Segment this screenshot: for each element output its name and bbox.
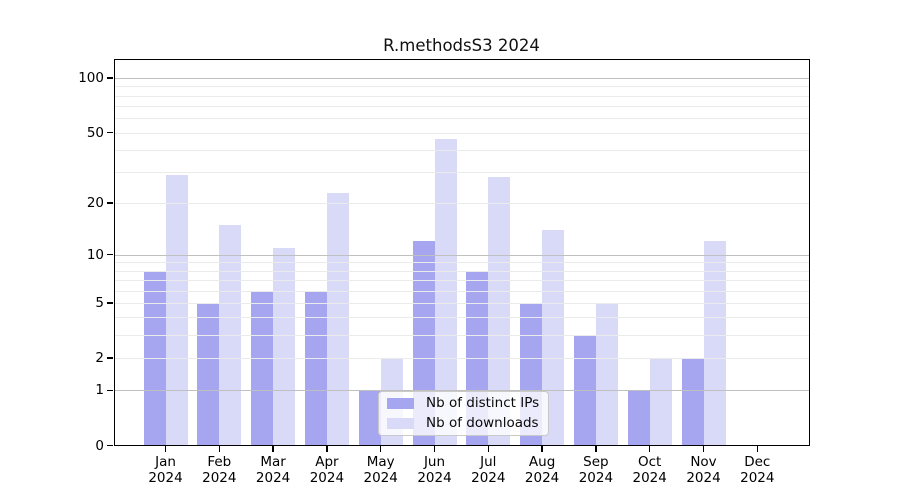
x-tick-mark [272,445,274,452]
y-tick-mark [107,77,113,79]
x-tick-label-jan: Jan 2024 [148,453,183,487]
gridline-minor [114,132,809,134]
gridline-minor [114,270,809,272]
x-tick-mark [379,445,382,452]
gridline-minor [114,118,809,120]
legend-label-distinct-ips: Nb of distinct IPs [426,395,540,411]
gridline-minor [114,279,809,281]
y-tick-label: 0 [95,437,104,454]
gridline-minor [114,335,809,337]
bar-distinct-ips-apr [304,290,327,446]
legend: Nb of distinct IPs Nb of downloads [378,391,550,436]
x-tick-label-sep: Sep 2024 [578,453,614,487]
x-tick-mark [595,445,597,452]
gridline-minor [114,358,809,360]
x-tick-mark [756,445,759,452]
bar-distinct-ips-may [358,390,381,446]
y-tick-label: 1 [95,382,104,399]
y-tick-label: 2 [95,350,104,367]
gridline-minor [114,203,809,205]
y-tick-mark [107,444,113,447]
bar-downloads-jul [488,177,511,446]
gridline-minor [114,86,809,88]
bar-distinct-ips-oct [627,390,650,446]
y-tick-mark [107,202,113,204]
x-tick-mark [648,445,651,452]
x-tick-mark [326,445,328,452]
gridline-minor [114,172,809,174]
legend-item-distinct-ips: Nb of distinct IPs [387,395,539,412]
gridline-minor [114,95,809,97]
x-tick-label-mar: Mar 2024 [255,453,291,487]
bar-downloads-sep [595,302,618,446]
y-tick-mark [107,389,113,392]
gridline-major [114,78,809,80]
x-tick-mark [487,445,490,452]
x-tick-label-aug: Aug 2024 [524,453,560,487]
bar-downloads-mar [273,247,296,446]
x-tick-label-jul: Jul 2024 [471,453,506,487]
gridline-major [114,254,809,256]
bar-downloads-jan [165,174,188,446]
legend-swatch-downloads [387,418,414,429]
bar-distinct-ips-nov [681,358,704,446]
x-tick-label-apr: Apr 2024 [309,453,345,487]
bar-downloads-oct [649,358,672,446]
gridline-minor [114,290,809,292]
bar-distinct-ips-feb [197,302,220,446]
bar-downloads-nov [703,241,726,446]
bar-downloads-jun [434,139,457,446]
y-tick-label: 100 [78,70,104,87]
x-tick-label-jun: Jun 2024 [417,453,452,487]
bar-distinct-ips-jan [143,270,166,446]
y-tick-mark [107,253,113,256]
x-tick-mark [218,445,221,452]
legend-item-downloads: Nb of downloads [387,415,539,432]
x-tick-label-dec: Dec 2024 [740,453,775,487]
x-tick-mark [433,445,436,452]
x-tick-mark [164,445,167,452]
x-tick-label-may: May 2024 [363,453,398,487]
legend-swatch-distinct-ips [387,398,414,409]
legend-label-downloads: Nb of downloads [426,415,539,431]
gridline-minor [114,262,809,264]
y-tick-mark [107,357,113,359]
y-tick-mark [107,131,113,134]
gridline-minor [114,302,809,304]
y-tick-label: 50 [86,124,104,141]
bar-downloads-apr [326,192,349,446]
y-tick-label: 20 [86,195,104,212]
gridline-minor [114,317,809,319]
bar-distinct-ips-mar [251,290,274,446]
y-tick-mark [107,302,113,304]
x-tick-mark [702,445,705,452]
y-tick-label: 5 [95,294,104,311]
chart-title: R.methodsS3 2024 [383,36,540,55]
x-tick-label-nov: Nov 2024 [686,453,721,487]
gridline-major [114,390,809,392]
x-tick-mark [541,445,543,452]
gridline-minor [114,149,809,151]
x-tick-label-feb: Feb 2024 [202,453,237,487]
gridline-minor [114,106,809,108]
y-tick-label: 10 [86,246,104,263]
x-tick-label-oct: Oct 2024 [632,453,667,487]
